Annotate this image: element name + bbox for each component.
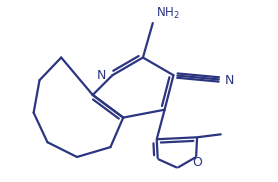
Text: NH$_2$: NH$_2$ bbox=[156, 6, 180, 21]
Text: O: O bbox=[192, 156, 202, 169]
Text: N: N bbox=[225, 74, 234, 87]
Text: N: N bbox=[97, 69, 106, 82]
